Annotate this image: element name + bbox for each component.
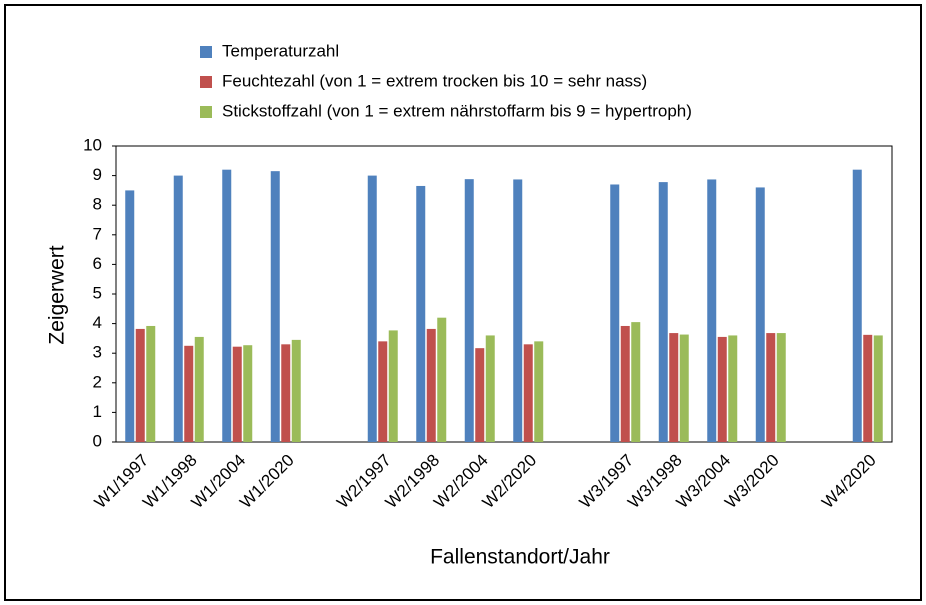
legend-swatch	[200, 106, 212, 118]
x-axis-label: Fallenstandort/Jahr	[430, 546, 610, 569]
y-tick-label: 0	[93, 431, 102, 450]
y-tick-label: 5	[93, 283, 102, 302]
legend-label: Feuchtezahl (von 1 = extrem trocken bis …	[222, 71, 647, 90]
bar	[863, 334, 873, 442]
bar	[232, 346, 242, 442]
bar	[173, 175, 183, 442]
bar	[669, 333, 679, 442]
bar	[194, 336, 204, 442]
y-tick-label: 6	[93, 254, 102, 273]
y-tick-label: 4	[93, 313, 102, 332]
bar	[243, 345, 253, 442]
bar	[620, 325, 630, 442]
y-tick-label: 10	[83, 135, 102, 154]
bar	[728, 335, 738, 442]
bar	[291, 339, 301, 442]
y-tick-label: 9	[93, 165, 102, 184]
bar	[513, 179, 523, 442]
bar	[437, 317, 447, 442]
bar	[707, 179, 717, 442]
bar	[485, 335, 495, 442]
bar	[135, 328, 145, 442]
frame	[4, 4, 922, 601]
bar	[184, 345, 194, 442]
bar	[534, 341, 544, 442]
legend-label: Stickstoffzahl (von 1 = extrem nährstoff…	[222, 101, 692, 120]
bar	[776, 333, 786, 442]
bar	[766, 333, 776, 442]
y-tick-label: 3	[93, 343, 102, 362]
bar	[523, 344, 533, 442]
y-tick-label: 2	[93, 372, 102, 391]
bar	[464, 179, 474, 443]
bar	[270, 171, 280, 442]
bar	[388, 330, 398, 442]
bar	[146, 325, 156, 442]
bar	[281, 344, 291, 442]
y-tick-label: 1	[93, 402, 102, 421]
bar	[852, 169, 862, 442]
legend-swatch	[200, 76, 212, 88]
bar	[378, 341, 388, 442]
bar	[873, 335, 883, 442]
legend-swatch	[200, 46, 212, 58]
bar	[631, 322, 641, 442]
bar	[679, 334, 689, 442]
y-axis-label: Zeigerwert	[46, 245, 69, 344]
bar	[475, 348, 485, 442]
bar	[426, 328, 436, 442]
bar	[125, 190, 135, 442]
bar	[717, 336, 727, 442]
bar	[416, 185, 426, 442]
bar	[755, 187, 765, 442]
bar	[658, 182, 668, 442]
y-tick-label: 7	[93, 224, 102, 243]
y-tick-label: 8	[93, 195, 102, 214]
bar	[222, 169, 232, 442]
bar	[610, 184, 620, 443]
legend-label: Temperaturzahl	[222, 41, 339, 60]
bar	[367, 175, 377, 442]
